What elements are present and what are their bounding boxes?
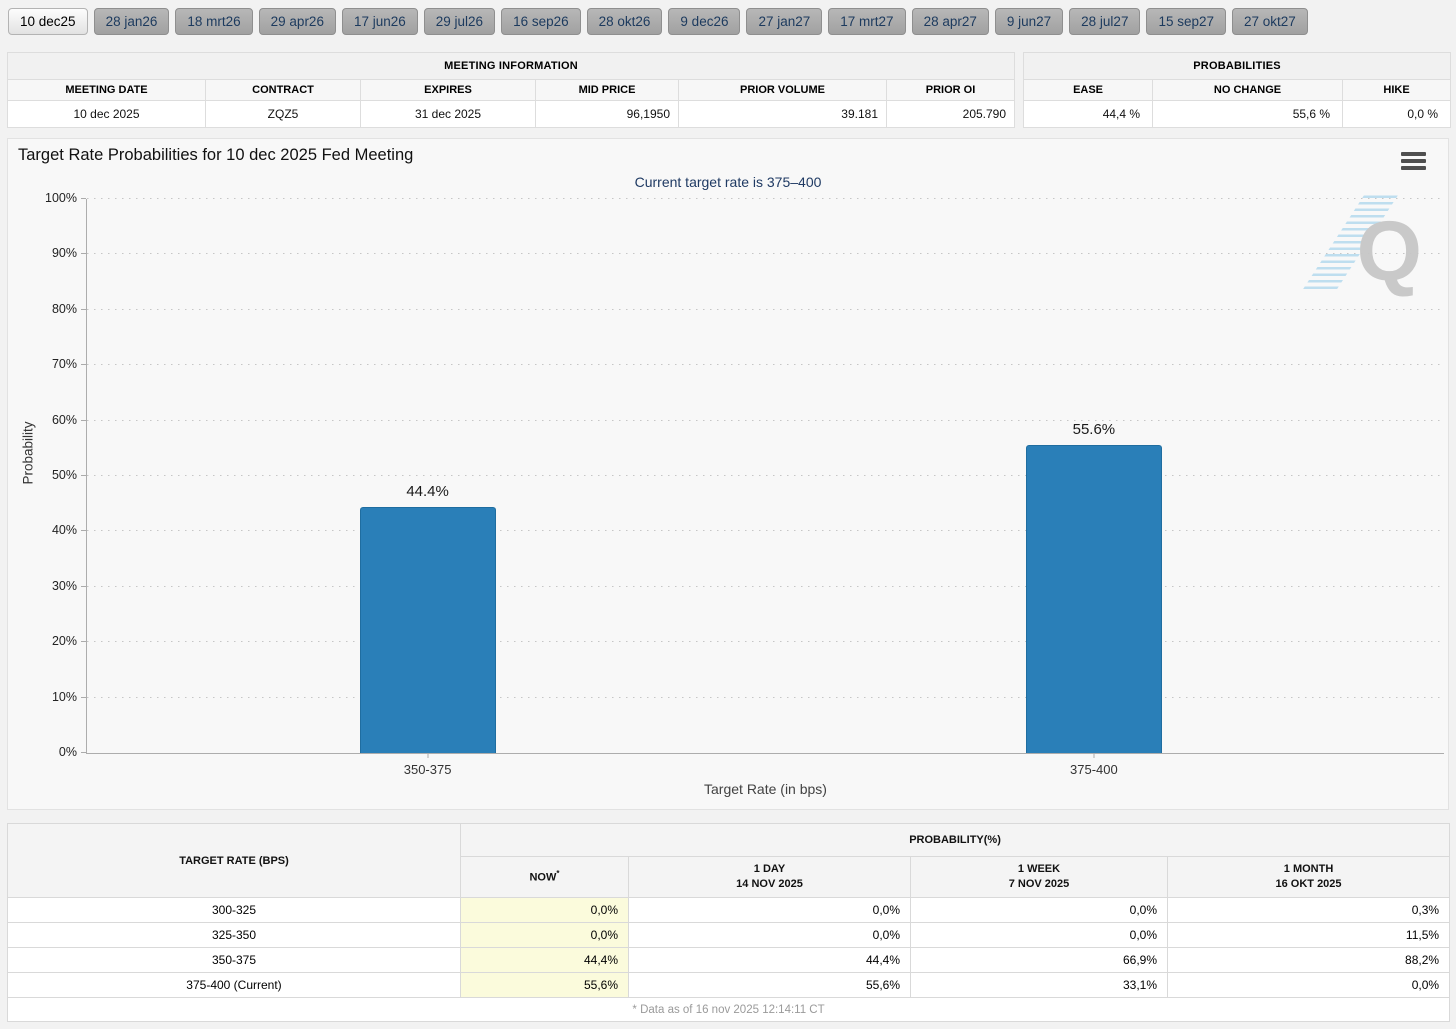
hamburger-menu-icon[interactable] [1401, 152, 1426, 170]
probabilities-row: 44,4 % 55,6 % 0,0 % [1023, 100, 1452, 128]
top-tables: MEETING INFORMATION MEETING DATE CONTRAC… [6, 52, 1452, 128]
data-as-of-footnote: * Data as of 16 nov 2025 12:14:11 CT [6, 997, 1451, 1022]
tab-meeting-29jul26[interactable]: 29 jul26 [423, 8, 496, 35]
table-row: 325-350 0,0% 0,0% 0,0% 11,5% [7, 922, 1451, 948]
target-rate-chart: Target Rate Probabilities for 10 dec 202… [7, 138, 1449, 810]
chart-subtitle: Current target rate is 375–400 [634, 174, 822, 190]
tab-meeting-17jun26[interactable]: 17 jun26 [341, 8, 418, 35]
col-prior-oi: PRIOR OI [885, 79, 1016, 101]
probability-history-table: TARGET RATE (BPS) PROBABILITY(%) NOW* 1 … [6, 823, 1451, 1022]
y-tick-70: 70% [51, 357, 77, 372]
now-value: 44,4% [460, 947, 629, 973]
no-change-value: 55,6 % [1152, 100, 1344, 128]
week1-value: 0,0% [910, 922, 1168, 948]
week1-value: 66,9% [910, 947, 1168, 973]
tab-meeting-27okt27[interactable]: 27 okt27 [1232, 8, 1308, 35]
y-tick-100: 100% [45, 191, 77, 205]
table-row: 300-325 0,0% 0,0% 0,0% 0,3% [7, 897, 1451, 923]
col-no-change: NO CHANGE [1152, 79, 1344, 101]
rate-300-325: 300-325 [7, 897, 461, 923]
col-hike: HIKE [1342, 79, 1452, 101]
col-1-month: 1 MONTH 16 OKT 2025 [1166, 856, 1451, 898]
bar-label-350-375: 44.4% [406, 483, 449, 501]
bar-label-375-400: 55.6% [1072, 420, 1116, 438]
x-axis-title: Target Rate (in bps) [704, 781, 827, 797]
tab-meeting-27jan27[interactable]: 27 jan27 [746, 8, 823, 35]
y-tick-20: 20% [51, 634, 77, 649]
table-row: 350-375 44,4% 44,4% 66,9% 88,2% [7, 947, 1451, 973]
probabilities-table: PROBABILITIES EASE NO CHANGE HIKE 44,4 %… [1023, 52, 1452, 128]
y-tick-60: 60% [51, 412, 77, 427]
y-tick-10: 10% [51, 689, 77, 704]
col-now: NOW* [460, 856, 629, 898]
col-1-week: 1 WEEK 7 NOV 2025 [910, 856, 1168, 898]
col-contract: CONTRACT [205, 79, 361, 101]
tab-meeting-29apr26[interactable]: 29 apr26 [258, 8, 336, 35]
hike-value: 0,0 % [1342, 100, 1452, 128]
tab-meeting-18mrt26[interactable]: 18 mrt26 [175, 8, 253, 35]
y-tick-30: 30% [51, 578, 77, 593]
col-prior-volume: PRIOR VOLUME [678, 79, 887, 101]
rate-350-375: 350-375 [7, 947, 461, 973]
probabilities-title: PROBABILITIES [1023, 52, 1452, 80]
col-mid-price: MID PRICE [535, 79, 679, 101]
day1-value: 0,0% [628, 897, 911, 923]
tab-meeting-16sep26[interactable]: 16 sep26 [501, 8, 581, 35]
day1-value: 44,4% [628, 947, 911, 973]
col-meeting-date: MEETING DATE [7, 79, 206, 101]
plot-area: 0% 10% 20% 30% 40% 50% 60% 70% 80% 90% 1… [45, 191, 1444, 797]
mid-price-value: 96,1950 [535, 100, 679, 128]
rate-325-350: 325-350 [7, 922, 461, 948]
y-tick-0: 0% [58, 745, 77, 759]
x-category-350-375: 350-375 [403, 762, 452, 777]
now-value: 0,0% [460, 922, 629, 948]
day1-value: 55,6% [628, 972, 911, 998]
y-axis-title: Probability [20, 421, 36, 485]
tab-meeting-28jul27[interactable]: 28 jul27 [1069, 8, 1141, 35]
prior-volume-value: 39.181 [678, 100, 887, 128]
col-target-rate-bps: TARGET RATE (BPS) [7, 823, 461, 898]
prior-oi-value: 205.790 [885, 100, 1016, 128]
week1-value: 0,0% [910, 897, 1168, 923]
y-tick-90: 90% [51, 246, 77, 261]
tab-meeting-28jan26[interactable]: 28 jan26 [93, 8, 170, 35]
bar-350-375[interactable]: 44.4% [359, 483, 496, 753]
week1-value: 33,1% [910, 972, 1168, 998]
tab-meeting-28apr27[interactable]: 28 apr27 [911, 8, 989, 35]
tab-meeting-17mrt27[interactable]: 17 mrt27 [828, 8, 906, 35]
y-tick-80: 80% [51, 301, 77, 316]
col-1-day: 1 DAY 14 NOV 2025 [628, 856, 911, 898]
now-value: 55,6% [460, 972, 629, 998]
meeting-info-row: 10 dec 2025 ZQZ5 31 dec 2025 96,1950 39.… [7, 100, 1016, 128]
meeting-info-title: MEETING INFORMATION [6, 52, 1016, 80]
bar-375-400[interactable]: 55.6% [1025, 421, 1162, 753]
month1-value: 11,5% [1166, 922, 1451, 948]
now-value: 0,0% [460, 897, 629, 923]
ease-value: 44,4 % [1023, 100, 1154, 128]
col-ease: EASE [1023, 79, 1154, 101]
meeting-information-table: MEETING INFORMATION MEETING DATE CONTRAC… [6, 52, 1016, 128]
month1-value: 0,0% [1166, 972, 1451, 998]
probability-history-section: TARGET RATE (BPS) PROBABILITY(%) NOW* 1 … [6, 823, 1451, 1022]
col-expires: EXPIRES [360, 79, 536, 101]
tab-meeting-9dec26[interactable]: 9 dec26 [668, 8, 741, 35]
table-row: 375-400 (Current) 55,6% 55,6% 33,1% 0,0% [7, 972, 1451, 998]
tab-meeting-10dec25[interactable]: 10 dec25 [8, 8, 88, 35]
contract-value: ZQZ5 [205, 100, 361, 128]
x-category-375-400: 375-400 [1070, 762, 1118, 777]
tab-meeting-9jun27[interactable]: 9 jun27 [994, 8, 1064, 35]
month1-value: 0,3% [1166, 897, 1451, 923]
meeting-tabbar: 10 dec25 28 jan26 18 mrt26 29 apr26 17 j… [8, 8, 1308, 35]
tab-meeting-15sep27[interactable]: 15 sep27 [1146, 8, 1227, 35]
rate-375-400-current: 375-400 (Current) [7, 972, 461, 998]
y-tick-50: 50% [51, 468, 77, 482]
expires-value: 31 dec 2025 [360, 100, 536, 128]
group-header-probability: PROBABILITY(%) [459, 823, 1451, 857]
y-tick-40: 40% [51, 523, 77, 538]
meeting-date-value: 10 dec 2025 [7, 100, 206, 128]
day1-value: 0,0% [628, 922, 911, 948]
tab-meeting-28okt26[interactable]: 28 okt26 [586, 8, 663, 35]
month1-value: 88,2% [1166, 947, 1451, 973]
chart-title: Target Rate Probabilities for 10 dec 202… [18, 146, 414, 164]
